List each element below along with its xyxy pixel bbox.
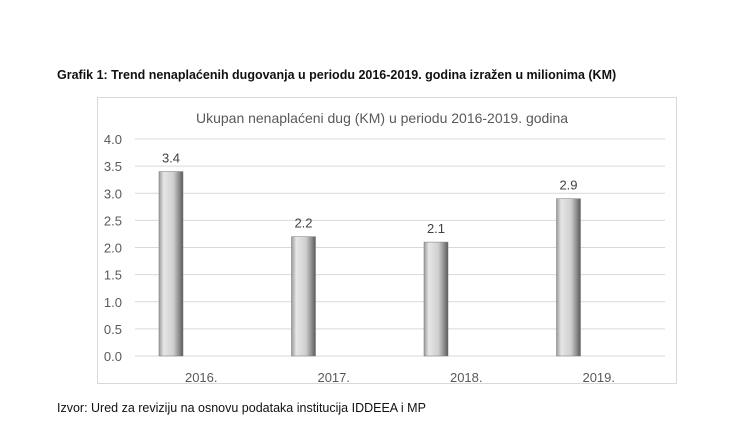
- bar-2017: [291, 236, 316, 357]
- chart-title: Ukupan nenaplaćeni dug (KM) u periodu 20…: [196, 110, 568, 126]
- y-tick-label: 0.0: [104, 349, 122, 364]
- x-tick-label: 2016.: [185, 370, 218, 385]
- x-tick-label: 2017.: [317, 370, 350, 385]
- data-label: 3.4: [162, 151, 180, 166]
- bar-2016: [158, 171, 184, 357]
- figure-caption: Grafik 1: Trend nenaplaćenih dugovanja u…: [57, 68, 617, 82]
- data-label: 2.9: [559, 178, 577, 193]
- y-tick-label: 2.5: [104, 213, 122, 228]
- y-tick-label: 1.0: [104, 295, 122, 310]
- y-tick-label: 3.0: [104, 186, 122, 201]
- y-tick-label: 2.0: [104, 241, 122, 256]
- y-tick-label: 1.5: [104, 268, 122, 283]
- chart-frame: [97, 97, 677, 384]
- source-note: Izvor: Ured za reviziju na osnovu podata…: [57, 401, 426, 415]
- bar-2019: [556, 198, 581, 357]
- x-tick-label: 2018.: [450, 370, 483, 385]
- y-tick-label: 3.5: [104, 159, 122, 174]
- data-label: 2.1: [427, 221, 445, 236]
- y-tick-label: 4.0: [104, 132, 122, 147]
- x-tick-label: 2019.: [582, 370, 615, 385]
- data-label: 2.2: [294, 216, 312, 231]
- bar-2018: [423, 241, 449, 357]
- y-tick-label: 0.5: [104, 322, 122, 337]
